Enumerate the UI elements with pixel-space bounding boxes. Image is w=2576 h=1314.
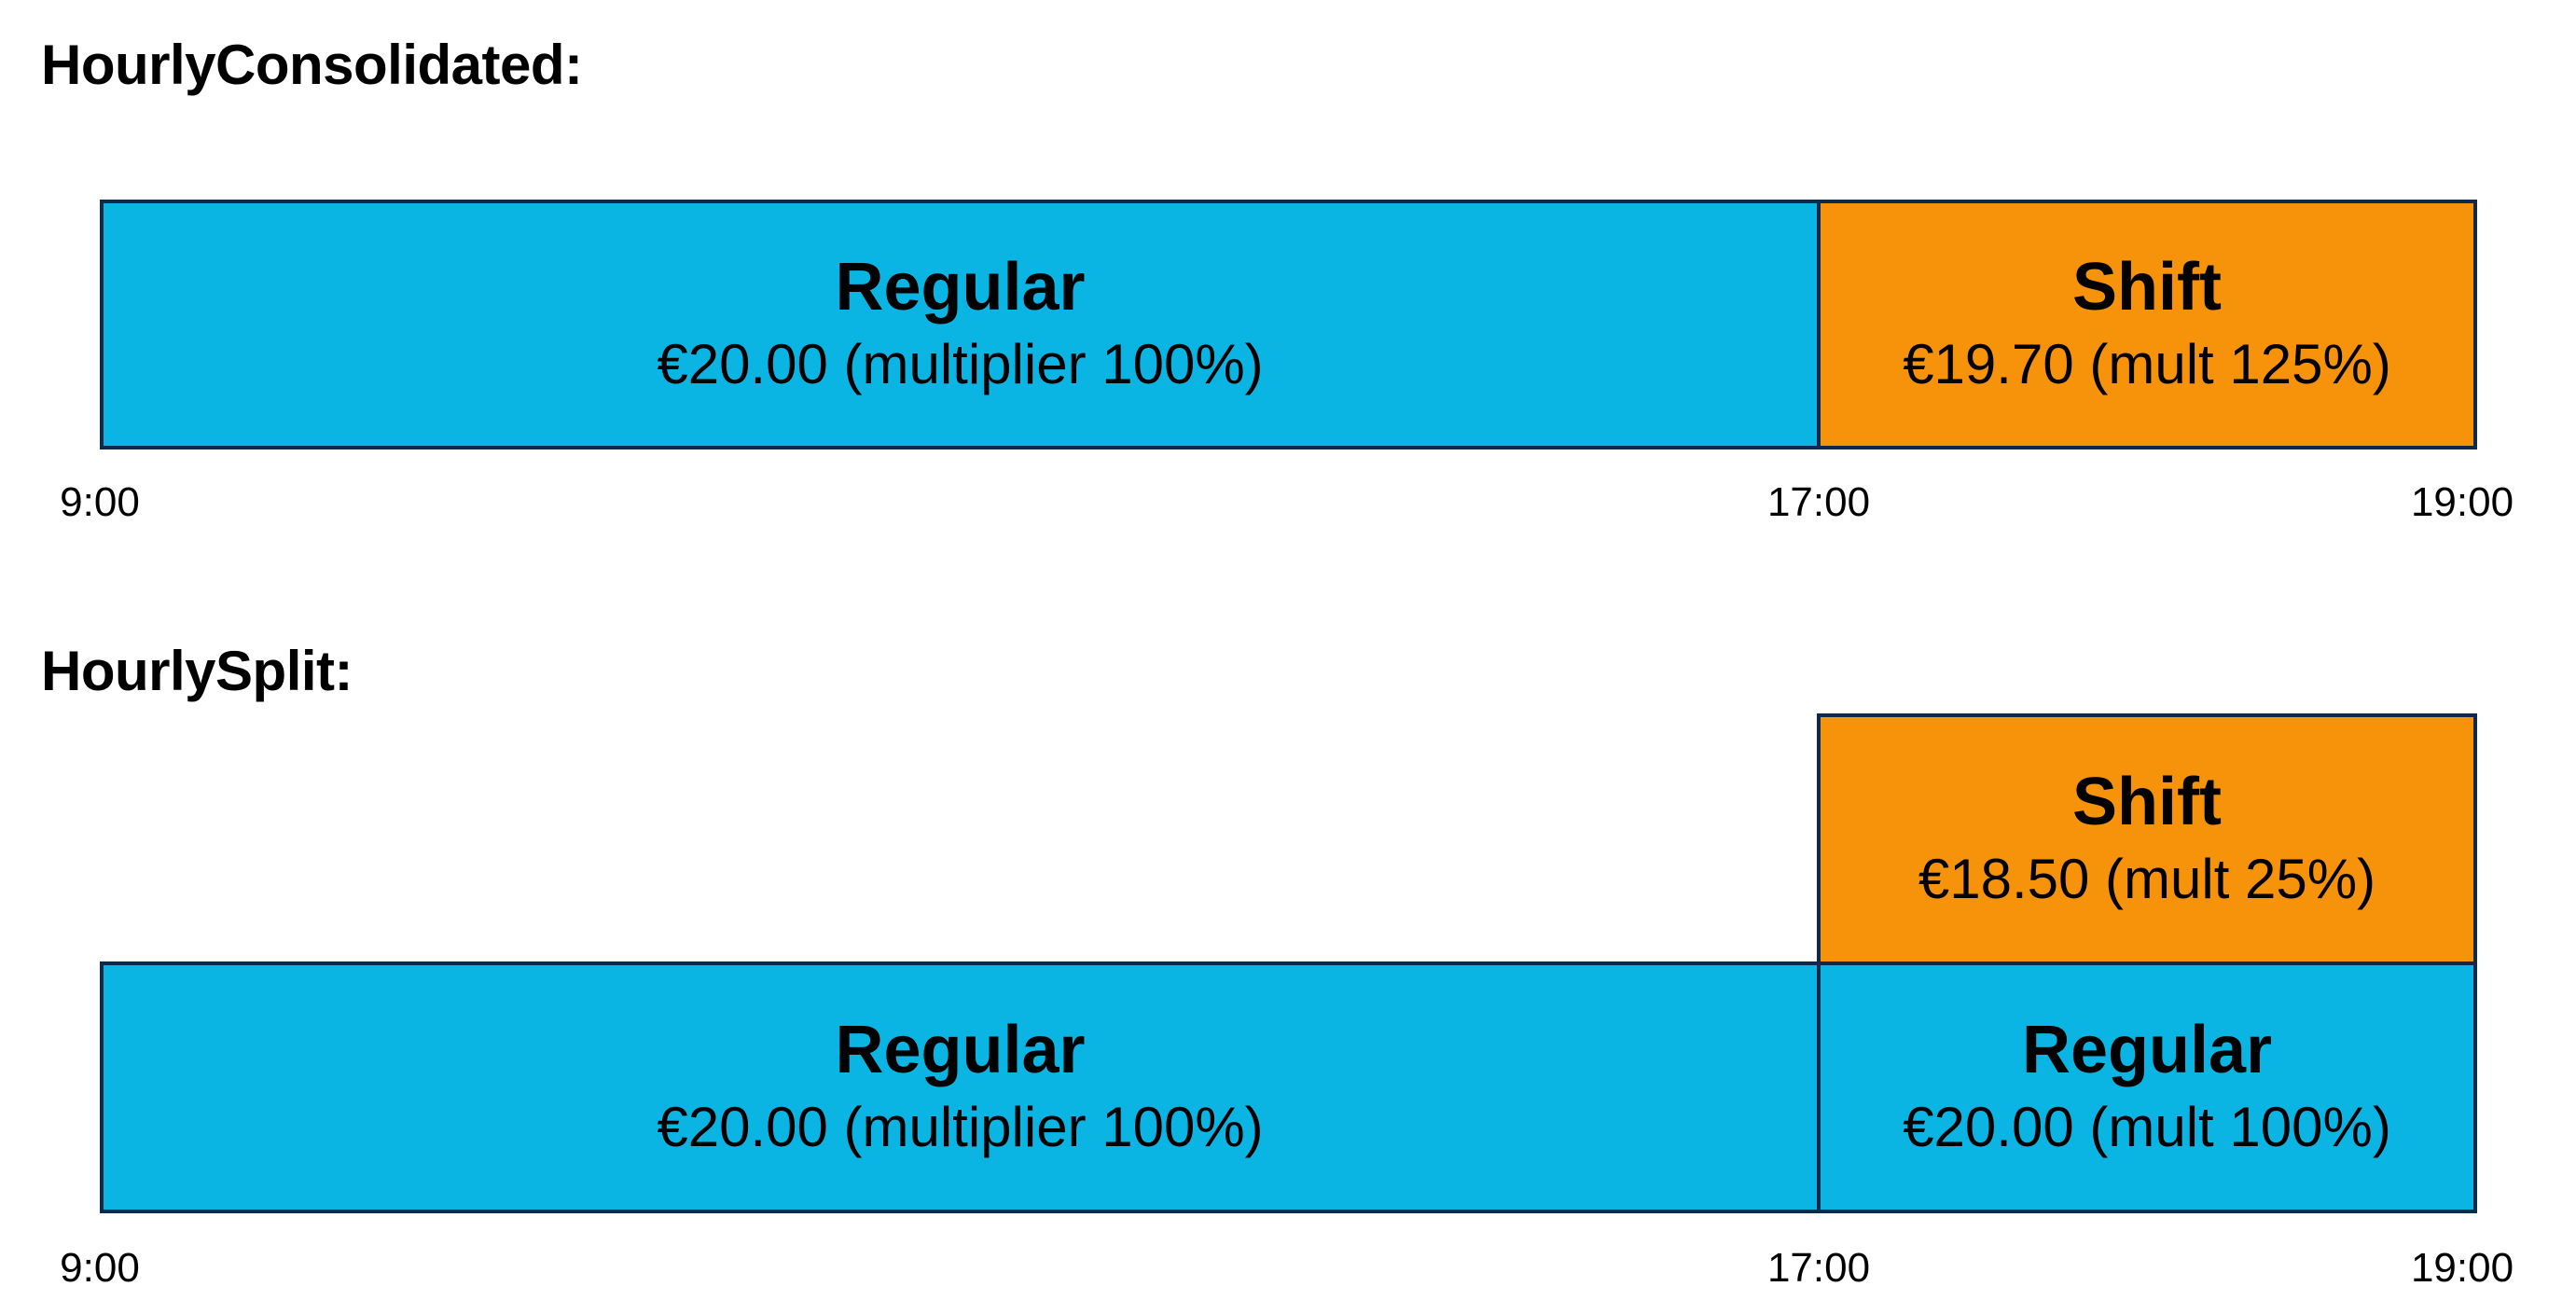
block-detail: €19.70 (mult 125%) bbox=[1903, 332, 2391, 395]
consolidated-regular-block: Regular €20.00 (multiplier 100%) bbox=[100, 200, 1821, 450]
block-detail: €20.00 (multiplier 100%) bbox=[657, 332, 1264, 395]
block-detail: €18.50 (mult 25%) bbox=[1918, 847, 2376, 910]
split-shift-block: Shift €18.50 (mult 25%) bbox=[1817, 713, 2477, 965]
split-regular-block-main: Regular €20.00 (multiplier 100%) bbox=[100, 961, 1821, 1213]
time-tick-end: 19:00 bbox=[2410, 1245, 2514, 1291]
time-tick-mid: 17:00 bbox=[1766, 1245, 1871, 1291]
block-name: Regular bbox=[2021, 1013, 2273, 1088]
time-tick-mid: 17:00 bbox=[1766, 479, 1871, 525]
time-tick-start: 9:00 bbox=[60, 479, 140, 525]
hourly-consolidated-title: HourlyConsolidated: bbox=[41, 34, 583, 96]
block-name: Regular bbox=[835, 250, 1086, 325]
split-regular-block-extra: Regular €20.00 (mult 100%) bbox=[1817, 961, 2477, 1213]
consolidated-shift-block: Shift €19.70 (mult 125%) bbox=[1817, 200, 2477, 450]
block-name: Regular bbox=[835, 1013, 1086, 1088]
block-detail: €20.00 (mult 100%) bbox=[1903, 1095, 2391, 1158]
block-detail: €20.00 (multiplier 100%) bbox=[657, 1095, 1264, 1158]
hourly-split-title: HourlySplit: bbox=[41, 640, 353, 702]
time-tick-end: 19:00 bbox=[2410, 479, 2514, 525]
block-name: Shift bbox=[2072, 765, 2222, 840]
time-tick-start: 9:00 bbox=[60, 1245, 140, 1291]
block-name: Shift bbox=[2072, 250, 2222, 325]
